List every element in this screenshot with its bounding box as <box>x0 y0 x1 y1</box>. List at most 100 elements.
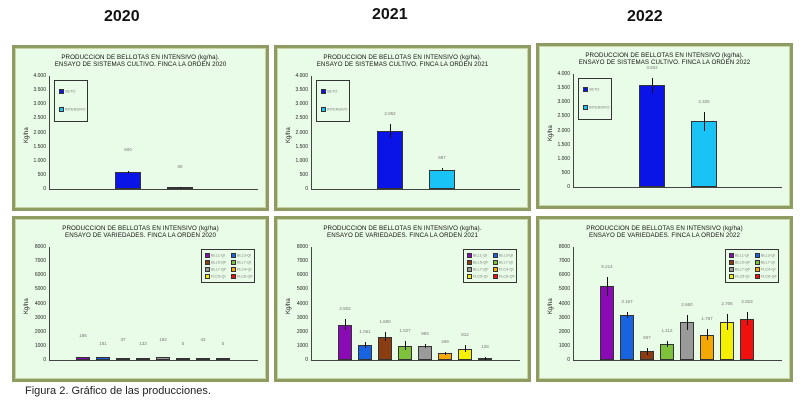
chart-panel: PRODUCCION DE BELLOTAS EN INTENSIVO (kg/… <box>536 43 793 209</box>
y-tick-label: 5000 <box>34 286 46 293</box>
legend-item: FLC6-QF <box>755 274 777 279</box>
y-tick-label: 3.000 <box>557 99 570 106</box>
legend-swatch-icon <box>205 253 210 258</box>
data-label: 607 <box>643 334 651 340</box>
legend-swatch-icon <box>205 260 210 265</box>
legend-label: BLL1-QI <box>735 253 750 258</box>
error-bar <box>652 77 653 93</box>
error-bar <box>180 186 181 188</box>
legend-swatch-icon <box>493 267 498 272</box>
chart-legend: SETO INTENSIVO <box>316 80 350 122</box>
legend-label: SETO <box>327 89 338 94</box>
data-label: 128 <box>481 343 489 349</box>
error-bar <box>704 112 705 131</box>
y-tick-label: 0 <box>43 186 46 192</box>
figure-caption: Figura 2. Gráfico de las producciones. <box>25 385 211 397</box>
error-bar <box>707 329 708 341</box>
y-tick-label: 1.500 <box>557 141 570 148</box>
chart-title-line: ENSAYO DE VARIEDADES. FINCA LA ORDEN 202… <box>588 232 741 239</box>
chart-title-line: ENSAYO DE SISTEMAS CULTIVO. FINCA LA ORD… <box>316 61 489 68</box>
chart-title-line: PRODUCCION DE BELLOTAS EN INTENSIVO (kg/… <box>323 225 482 232</box>
data-label: 133 <box>139 341 147 346</box>
chart-legend: BLL1-QI BLL3-QI BLL5-QF BLL7-QI BLL7-QF FLC4-… <box>463 249 517 283</box>
y-axis-label: Kg/ha <box>24 297 30 314</box>
legend-swatch-icon <box>205 267 210 272</box>
y-tick-label: 3.000 <box>295 101 308 108</box>
legend-swatch-icon <box>467 260 472 265</box>
chart-title-line: PRODUCCION DE BELLOTAS EN INTENSIVO (kg/… <box>61 54 220 61</box>
y-tick-label: 3.500 <box>295 87 308 94</box>
legend-label: BLL7-QI <box>761 260 776 265</box>
legend-label: BLL7-QF <box>211 267 227 272</box>
legend-item: BLL5-QF <box>729 260 750 265</box>
legend-item: BLL7-QI <box>755 260 775 265</box>
plot-area: 2.502 1.061 1.650 1.027 993 469 812 128 <box>311 247 520 361</box>
y-axis-label: Kg/ha <box>24 126 30 143</box>
bar <box>429 169 455 189</box>
error-bar <box>385 332 386 341</box>
legend-item: BLL7-QI <box>493 260 513 265</box>
chart-panel: PRODUCCION DE BELLOTAS EN INTENSIVO (kg/… <box>274 216 531 382</box>
error-bar <box>425 343 426 349</box>
data-label: 1.787 <box>701 316 713 322</box>
legend-label: SETO <box>65 89 76 94</box>
error-bar <box>345 319 346 331</box>
legend-swatch-icon <box>321 107 326 112</box>
year-header-2021: 2021 <box>372 6 408 23</box>
legend-label: BLL7-QI <box>237 260 252 265</box>
y-axis-label: Kg/ha <box>548 124 554 141</box>
y-tick-label: 1.500 <box>295 143 308 150</box>
y-tick-label: 500 <box>37 171 46 178</box>
chart-panel: PRODUCCION DE BELLOTAS EN INTENSIVO (kg/… <box>12 216 269 382</box>
error-bar <box>128 170 129 174</box>
data-label: 2.660 <box>681 301 693 307</box>
y-tick-label: 1000 <box>558 342 570 349</box>
legend-item: FLC4-QI <box>231 267 252 272</box>
chart-title-line: ENSAYO DE VARIEDADES. FINCA LA ORDEN 202… <box>64 232 217 239</box>
legend-swatch-icon <box>493 253 498 258</box>
legend-swatch-icon <box>467 253 472 258</box>
legend-item: BLL3-QI <box>231 253 251 258</box>
data-label: 0 <box>181 341 185 346</box>
legend-item: BLL7-QF <box>205 267 226 272</box>
year-header-2020: 2020 <box>104 8 140 25</box>
y-tick-label: 8000 <box>296 244 308 250</box>
y-tick-label: 6000 <box>558 272 570 279</box>
error-bar <box>465 345 466 353</box>
error-bar <box>667 341 668 348</box>
data-label: 469 <box>441 338 449 344</box>
legend-item: BLL7-QI <box>231 260 251 265</box>
y-tick-label: 0 <box>567 184 570 190</box>
y-tick-label: 2000 <box>558 328 570 335</box>
legend-swatch-icon <box>755 274 760 279</box>
legend-item: BLL7-QF <box>467 267 488 272</box>
bar <box>156 357 170 360</box>
legend-item: INTENSIVO <box>59 107 85 112</box>
legend-swatch-icon <box>729 253 734 258</box>
legend-label: BLL7-QI <box>499 260 514 265</box>
y-tick-label: 7000 <box>34 258 46 265</box>
legend-swatch-icon <box>729 260 734 265</box>
chart-panel: PRODUCCION DE BELLOTAS EN INTENSIVO (kg/… <box>274 45 531 211</box>
y-tick-label: 5000 <box>296 286 308 293</box>
y-tick-label: 4.000 <box>557 71 570 77</box>
data-label: 993 <box>421 330 429 336</box>
y-tick-label: 0 <box>305 357 308 363</box>
error-bar <box>365 342 366 348</box>
y-tick-label: 2.500 <box>33 115 46 122</box>
chart-title-line: ENSAYO DE SISTEMAS CULTIVO. FINCA LA ORD… <box>54 61 227 68</box>
legend-swatch-icon <box>467 274 472 279</box>
bar <box>115 172 141 189</box>
data-label: 687 <box>438 155 446 161</box>
legend-item: BLL1-QI <box>205 253 225 258</box>
chart-title: PRODUCCION DE BELLOTAS EN INTENSIVO (kg/… <box>539 225 790 239</box>
bar <box>691 121 717 187</box>
chart-title-line: PRODUCCION DE BELLOTAS EN INTENSIVO (kg/… <box>586 225 743 232</box>
y-tick-label: 3.500 <box>33 87 46 94</box>
data-label: 2.062 <box>384 110 396 116</box>
legend-label: BLL5-QF <box>473 260 489 265</box>
y-tick-label: 3000 <box>296 314 308 321</box>
legend-label: SETO <box>589 87 600 92</box>
legend-item: BLL3-QI <box>493 253 513 258</box>
legend-item: FLC5-QI <box>467 274 488 279</box>
